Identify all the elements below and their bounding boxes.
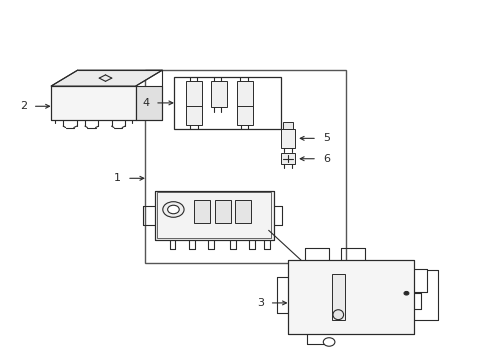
Text: 1: 1 — [114, 173, 121, 183]
Circle shape — [403, 292, 408, 295]
Bar — [145, 70, 346, 263]
Bar — [331, 274, 345, 320]
Text: 3: 3 — [256, 298, 264, 308]
Circle shape — [163, 202, 183, 217]
Text: 5: 5 — [322, 133, 329, 143]
Bar — [280, 129, 295, 148]
Bar — [186, 105, 202, 125]
Circle shape — [323, 338, 334, 346]
Bar — [237, 105, 253, 125]
Text: 4: 4 — [142, 98, 149, 108]
Bar — [280, 153, 295, 164]
Polygon shape — [51, 86, 136, 120]
Bar — [174, 77, 280, 129]
Bar — [282, 122, 293, 129]
Bar — [210, 81, 226, 107]
Polygon shape — [136, 86, 162, 120]
Ellipse shape — [332, 310, 343, 320]
Polygon shape — [155, 191, 273, 240]
Bar — [186, 81, 202, 107]
Circle shape — [167, 205, 179, 214]
Bar — [237, 81, 253, 107]
Bar — [193, 200, 209, 223]
Bar — [157, 192, 270, 238]
Text: 6: 6 — [322, 154, 329, 164]
Polygon shape — [51, 70, 162, 86]
Bar — [215, 200, 231, 223]
Text: 2: 2 — [20, 101, 27, 111]
Polygon shape — [287, 260, 413, 334]
Bar — [234, 200, 250, 223]
